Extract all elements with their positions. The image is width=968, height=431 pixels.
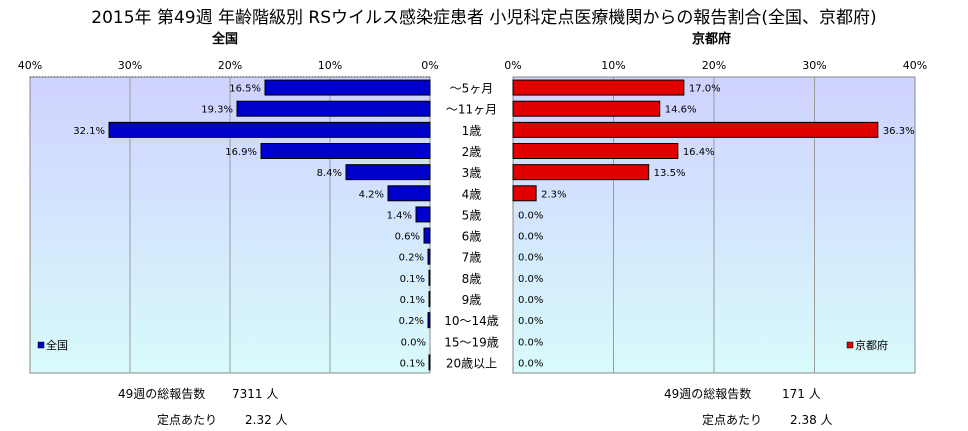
right-x-tick-label: 10% [601,59,625,72]
right-total-value: 171 人 [782,387,821,401]
kyoto-data-label: 17.0% [689,84,721,95]
national-data-label: 0.0% [401,337,426,348]
kyoto-data-label: 0.0% [518,210,543,221]
kyoto-data-label: 36.3% [883,126,915,137]
left-x-tick-label: 0% [421,59,438,72]
age-category-label: 1歳 [462,124,482,138]
national-data-label: 32.1% [73,126,105,137]
national-data-label: 0.6% [395,232,420,243]
left-per-value: 2.32 人 [245,413,288,427]
age-category-label: 6歳 [462,230,482,244]
left-per-label: 定点あたり [157,413,218,427]
right-per-label: 定点あたり [702,413,763,427]
kyoto-bar [512,100,661,117]
national-bar [427,312,431,329]
kyoto-data-label: 14.6% [665,105,697,116]
national-bar [428,354,431,371]
left-x-tick-label: 40% [18,59,42,72]
national-bar [423,227,431,244]
kyoto-data-label: 0.0% [518,358,543,369]
national-legend-label: 全国 [46,338,68,352]
national-data-label: 0.1% [400,274,425,285]
age-category-label: 5歳 [462,208,482,222]
left-x-tick-label: 30% [118,59,142,72]
age-category-label: 2歳 [462,145,482,159]
right-total-label: 49週の総報告数 [664,387,752,401]
kyoto-data-label: 13.5% [654,168,686,179]
national-bar [236,100,431,117]
national-bar [260,143,431,159]
national-bar [264,79,431,96]
national-data-label: 1.4% [387,210,412,221]
age-category-label: 15～19歳 [444,335,499,349]
kyoto-data-label: 0.0% [518,274,543,285]
age-category-label: 8歳 [462,272,482,286]
left-chart-heading: 全国 [212,32,239,47]
age-category-label: 20歳以上 [446,356,497,370]
left-x-tick-label: 10% [318,59,342,72]
kyoto-data-label: 2.3% [541,189,566,200]
right-per-value: 2.38 人 [790,413,833,427]
kyoto-bar [512,164,650,181]
right-x-tick-label: 30% [802,59,826,72]
right-x-tick-label: 20% [702,59,726,72]
age-category-label: ～11ヶ月 [446,103,497,117]
national-data-label: 0.1% [400,295,425,306]
national-data-label: 16.5% [229,84,261,95]
age-category-label: 10～14歳 [444,314,499,328]
kyoto-data-label: 16.4% [683,147,715,158]
left-x-tick-label: 20% [218,59,242,72]
kyoto-data-label: 0.0% [518,295,543,306]
kyoto-data-label: 0.0% [518,232,543,243]
age-category-label: 4歳 [462,187,482,201]
kyoto-data-label: 0.0% [518,316,543,327]
national-data-label: 8.4% [317,168,342,179]
national-bar [108,121,431,138]
national-data-label: 4.2% [359,189,384,200]
national-data-label: 0.1% [400,358,425,369]
kyoto-bar [512,143,679,159]
age-category-label: 9歳 [462,293,482,307]
kyoto-data-label: 0.0% [518,253,543,264]
right-x-tick-label: 40% [903,59,927,72]
left-total-label: 49週の総報告数 [118,387,206,401]
national-bar [415,206,431,223]
national-bar [427,248,431,265]
age-category-label: 7歳 [462,251,482,265]
age-category-label: 3歳 [462,166,482,180]
right-x-tick-label: 0% [504,59,521,72]
national-data-label: 16.9% [225,147,257,158]
national-bar [345,164,431,181]
kyoto-legend-label: 京都府 [855,338,888,352]
kyoto-bar [512,121,879,138]
national-legend-swatch [37,341,45,349]
age-category-label: ～5ヶ月 [450,82,494,96]
kyoto-legend-swatch [846,341,854,349]
kyoto-data-label: 0.0% [518,337,543,348]
kyoto-bar [512,185,537,202]
national-data-label: 0.2% [399,316,424,327]
national-bar [387,185,431,202]
national-bar [428,291,431,307]
chart-title: 2015年 第49週 年齢階級別 RSウイルス感染症患者 小児科定点医療機関から… [91,8,877,28]
national-data-label: 19.3% [201,105,233,116]
national-data-label: 0.2% [399,253,424,264]
left-total-value: 7311 人 [232,387,279,401]
right-chart-heading: 京都府 [692,32,732,47]
kyoto-bar [512,79,685,96]
national-bar [428,269,431,286]
